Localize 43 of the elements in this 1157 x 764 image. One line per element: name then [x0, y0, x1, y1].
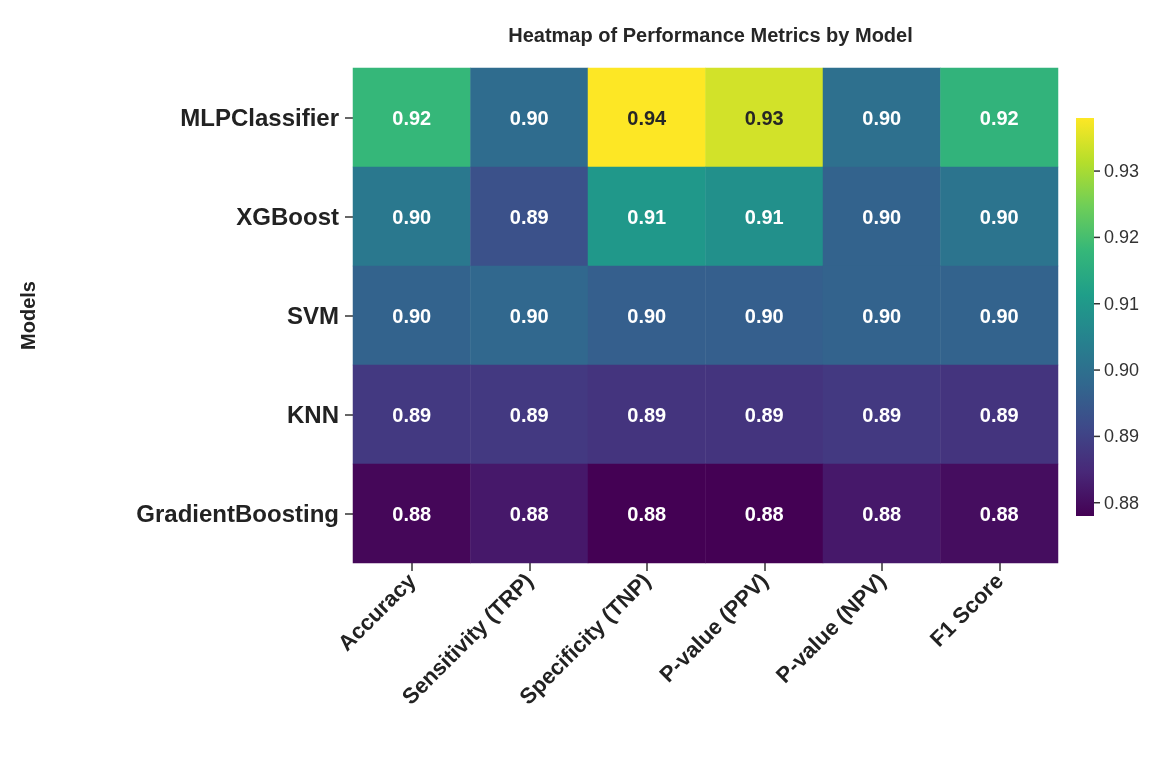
data-label: 0.88: [627, 502, 667, 525]
data-label: 0.88: [862, 502, 902, 525]
data-label: 0.90: [862, 106, 902, 129]
data-label: 0.90: [979, 304, 1019, 327]
data-label: 0.91: [744, 205, 784, 228]
data-label: 0.90: [979, 205, 1019, 228]
data-label: 0.94: [627, 106, 668, 129]
data-label: 0.92: [979, 106, 1019, 129]
data-label: 0.90: [862, 205, 902, 228]
y-tick-label: XGBoost: [236, 203, 339, 230]
data-label: 0.90: [627, 304, 667, 327]
data-label: 0.93: [744, 106, 784, 129]
data-label: 0.88: [392, 502, 432, 525]
color-bar-label: 0.93: [1104, 161, 1140, 182]
data-label: 0.89: [979, 403, 1019, 426]
chart-title: Heatmap of Performance Metrics by Model: [508, 24, 913, 46]
data-label: 0.89: [862, 403, 902, 426]
color-bar-label: 0.89: [1104, 426, 1140, 447]
data-label: 0.90: [509, 106, 549, 129]
data-label: 0.90: [744, 304, 784, 327]
data-label: 0.90: [509, 304, 549, 327]
data-label: 0.90: [392, 304, 432, 327]
y-tick-label: GradientBoosting: [136, 500, 339, 527]
data-label: 0.88: [979, 502, 1019, 525]
data-label: 0.89: [627, 403, 667, 426]
data-label: 0.89: [744, 403, 784, 426]
data-label: 0.89: [509, 403, 549, 426]
data-label: 0.88: [509, 502, 549, 525]
data-label: 0.89: [509, 205, 549, 228]
data-label: 0.88: [744, 502, 784, 525]
data-label: 0.92: [392, 106, 432, 129]
data-label: 0.90: [392, 205, 432, 228]
color-bar-label: 0.88: [1104, 492, 1140, 513]
color-bar-label: 0.91: [1104, 293, 1140, 314]
data-label: 0.91: [627, 205, 667, 228]
data-label: 0.89: [392, 403, 432, 426]
y-tick-label: SVM: [286, 302, 339, 329]
color-bar-label: 0.92: [1104, 227, 1140, 248]
y-axis-title: Models: [17, 281, 39, 350]
y-tick-label: MLPClassifier: [180, 104, 339, 131]
color-bar-label: 0.90: [1104, 360, 1140, 381]
y-tick-label: KNN: [287, 401, 339, 428]
data-label: 0.90: [862, 304, 902, 327]
